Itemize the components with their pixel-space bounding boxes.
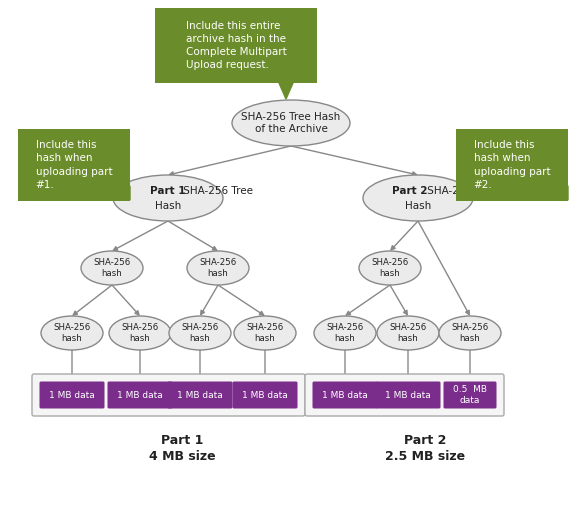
Text: 1 MB data: 1 MB data xyxy=(117,390,163,400)
Polygon shape xyxy=(473,186,568,200)
Ellipse shape xyxy=(439,316,501,350)
Ellipse shape xyxy=(359,251,421,285)
FancyBboxPatch shape xyxy=(40,382,104,408)
Text: SHA-256
hash: SHA-256 hash xyxy=(181,323,219,343)
FancyBboxPatch shape xyxy=(18,129,130,201)
FancyBboxPatch shape xyxy=(375,382,441,408)
Text: Include this
hash when
uploading part
#2.: Include this hash when uploading part #2… xyxy=(473,140,550,190)
FancyBboxPatch shape xyxy=(107,382,173,408)
Polygon shape xyxy=(279,83,293,99)
Text: SHA-256
hash: SHA-256 hash xyxy=(121,323,159,343)
Text: Part 2: Part 2 xyxy=(392,186,427,196)
Text: SHA-256 Tree: SHA-256 Tree xyxy=(180,186,253,196)
Text: SHA-256
hash: SHA-256 hash xyxy=(389,323,427,343)
Text: 1 MB data: 1 MB data xyxy=(49,390,95,400)
Text: 0.5  MB
data: 0.5 MB data xyxy=(453,385,487,405)
FancyBboxPatch shape xyxy=(167,382,233,408)
Text: SHA-256
hash: SHA-256 hash xyxy=(326,323,364,343)
Ellipse shape xyxy=(377,316,439,350)
Ellipse shape xyxy=(41,316,103,350)
Text: SHA-256
hash: SHA-256 hash xyxy=(451,323,489,343)
FancyBboxPatch shape xyxy=(155,8,317,83)
Ellipse shape xyxy=(187,251,249,285)
Text: Hash: Hash xyxy=(405,201,431,211)
Ellipse shape xyxy=(81,251,143,285)
Text: 1 MB data: 1 MB data xyxy=(385,390,431,400)
Ellipse shape xyxy=(314,316,376,350)
Text: Include this entire
archive hash in the
Complete Multipart
Upload request.: Include this entire archive hash in the … xyxy=(185,21,286,70)
Polygon shape xyxy=(113,186,130,200)
Text: SHA-256
hash: SHA-256 hash xyxy=(54,323,90,343)
FancyBboxPatch shape xyxy=(305,374,504,416)
Ellipse shape xyxy=(113,175,223,221)
Text: 1 MB data: 1 MB data xyxy=(242,390,288,400)
FancyBboxPatch shape xyxy=(312,382,378,408)
Text: SHA-256 Tree: SHA-256 Tree xyxy=(424,186,497,196)
Text: 1 MB data: 1 MB data xyxy=(322,390,368,400)
Text: Hash: Hash xyxy=(155,201,181,211)
Text: SHA-256
hash: SHA-256 hash xyxy=(93,259,131,278)
Text: Part 1: Part 1 xyxy=(161,435,203,447)
Text: SHA-256 Tree Hash
of the Archive: SHA-256 Tree Hash of the Archive xyxy=(241,112,340,134)
Text: 2.5 MB size: 2.5 MB size xyxy=(385,449,465,463)
Text: SHA-256
hash: SHA-256 hash xyxy=(199,259,237,278)
Text: Part 2: Part 2 xyxy=(404,435,446,447)
Ellipse shape xyxy=(234,316,296,350)
Text: SHA-256
hash: SHA-256 hash xyxy=(247,323,283,343)
Ellipse shape xyxy=(232,100,350,146)
Text: SHA-256
hash: SHA-256 hash xyxy=(371,259,409,278)
Text: Include this
hash when
uploading part
#1.: Include this hash when uploading part #1… xyxy=(36,140,113,190)
Text: Part 1: Part 1 xyxy=(150,186,186,196)
Text: 1 MB data: 1 MB data xyxy=(177,390,223,400)
Text: 4 MB size: 4 MB size xyxy=(149,449,215,463)
FancyBboxPatch shape xyxy=(456,129,568,201)
Ellipse shape xyxy=(109,316,171,350)
FancyBboxPatch shape xyxy=(444,382,497,408)
FancyBboxPatch shape xyxy=(32,374,305,416)
Ellipse shape xyxy=(363,175,473,221)
FancyBboxPatch shape xyxy=(233,382,297,408)
Ellipse shape xyxy=(169,316,231,350)
